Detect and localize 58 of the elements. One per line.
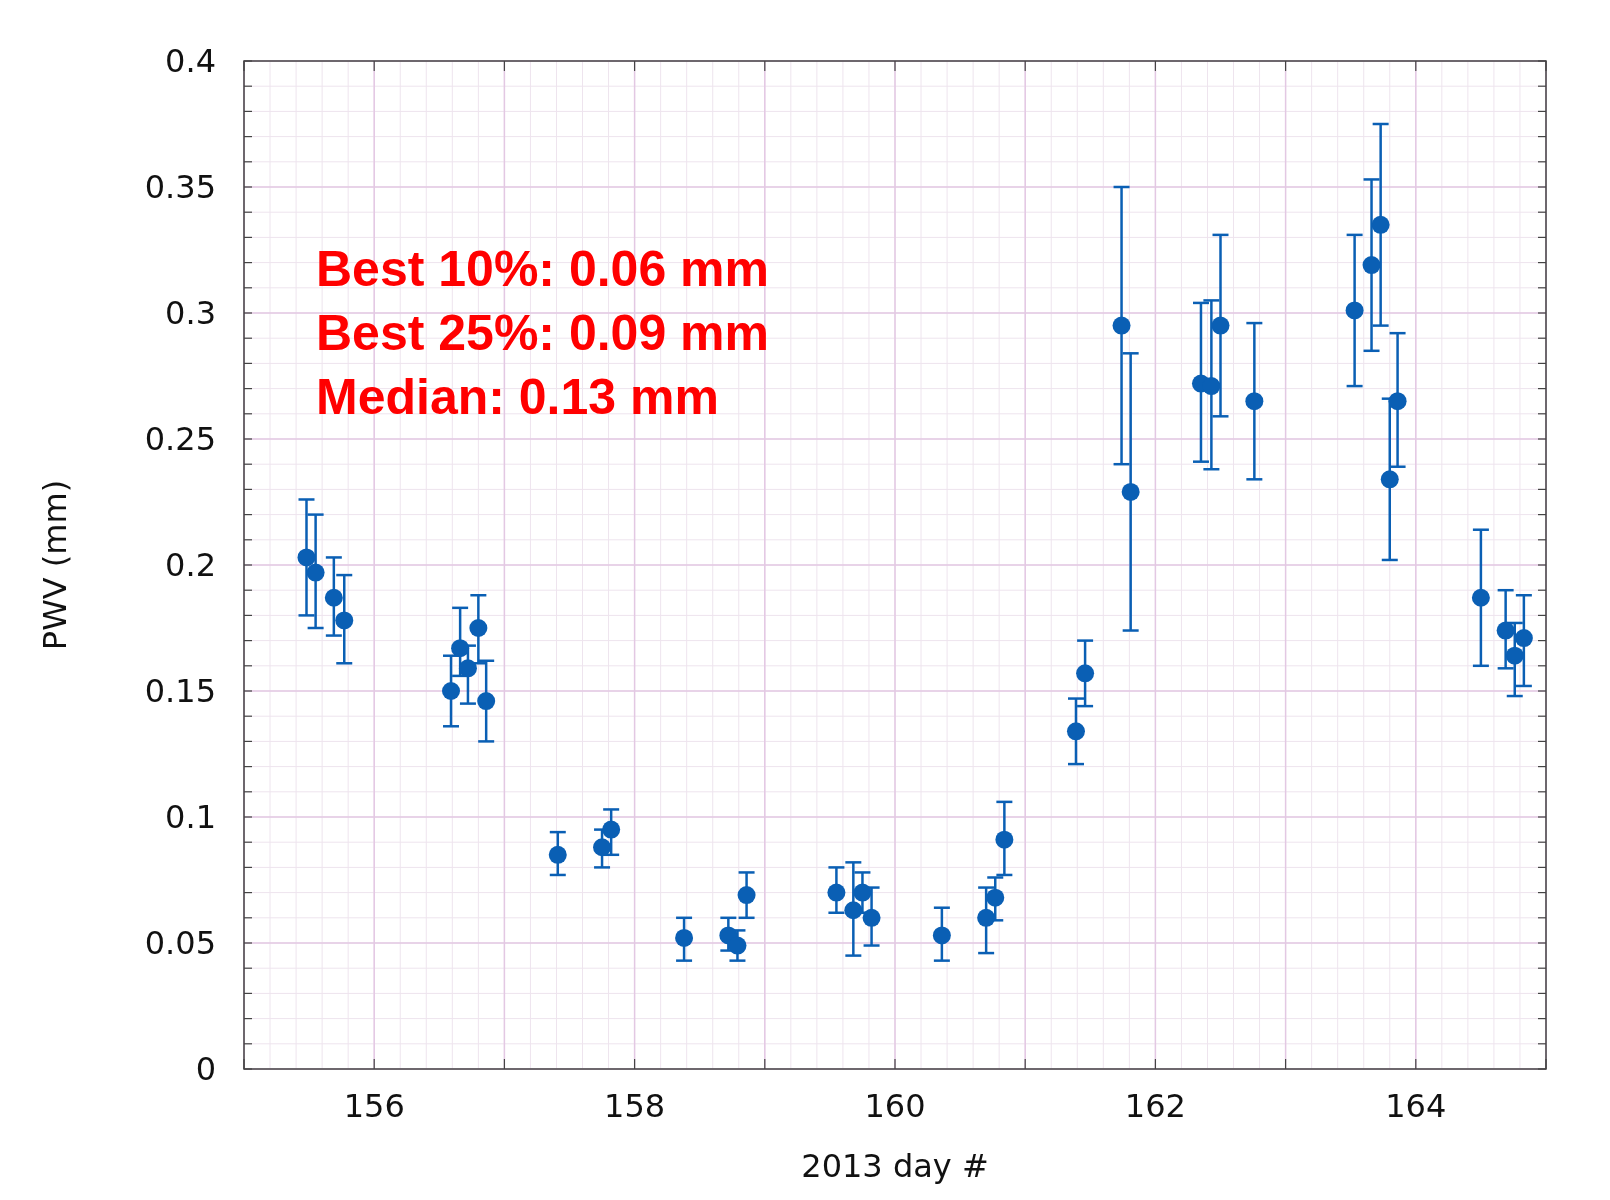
point (1471, 588, 1490, 607)
point (844, 901, 863, 920)
point (1202, 377, 1221, 396)
point (1211, 316, 1230, 335)
annotation: Best 10%: 0.06 mm (316, 241, 770, 297)
annotation: Median: 0.13 mm (316, 369, 719, 425)
point (324, 588, 343, 607)
point (1388, 392, 1407, 411)
x-tick-label: 164 (1385, 1087, 1447, 1125)
x-tick-label: 160 (864, 1087, 926, 1125)
x-tick-label: 162 (1124, 1087, 1186, 1125)
point (1076, 664, 1095, 683)
y-tick-label: 0.35 (144, 168, 216, 206)
point (862, 908, 881, 927)
point (1496, 621, 1515, 640)
point (1112, 316, 1131, 335)
y-axis-title: PWV (mm) (36, 479, 74, 651)
point (977, 908, 996, 927)
point (1371, 215, 1390, 234)
point (827, 883, 846, 902)
y-tick-label: 0.15 (144, 672, 216, 710)
point (335, 611, 354, 630)
y-tick-label: 0.2 (165, 546, 216, 584)
y-tick-label: 0.3 (165, 294, 216, 332)
x-axis-title: 2013 day # (801, 1147, 989, 1185)
point (469, 619, 488, 637)
point (602, 820, 621, 839)
point (593, 838, 612, 857)
point (306, 563, 325, 582)
point (297, 548, 316, 567)
point (1345, 301, 1364, 320)
point (442, 682, 461, 700)
point (986, 888, 1005, 907)
y-tick-label: 0.4 (165, 42, 216, 80)
y-tick-label: 0 (195, 1050, 216, 1088)
point (1505, 646, 1524, 665)
point (548, 845, 567, 864)
point (477, 692, 496, 711)
x-tick-label: 156 (343, 1087, 405, 1125)
point (458, 659, 477, 678)
y-tick-label: 0.1 (165, 798, 216, 836)
point (1380, 470, 1399, 489)
point (1362, 256, 1381, 275)
point (1066, 722, 1085, 741)
x-tick-label: 158 (604, 1087, 666, 1125)
point (853, 883, 872, 902)
point (675, 928, 694, 947)
point (451, 639, 470, 658)
point (932, 926, 951, 945)
y-tick-label: 0.25 (144, 420, 216, 458)
point (995, 830, 1014, 849)
point (728, 936, 747, 955)
y-tick-label: 0.05 (144, 924, 216, 962)
point (1121, 482, 1140, 501)
point (1514, 629, 1533, 648)
annotation: Best 25%: 0.09 mm (316, 305, 770, 361)
point (737, 886, 756, 905)
point (1245, 392, 1264, 411)
